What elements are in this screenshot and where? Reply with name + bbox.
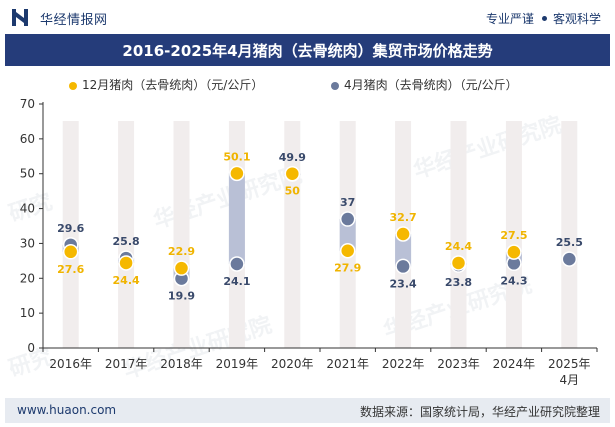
x-tick-label: 4月 — [559, 373, 579, 387]
y-tick-label: 40 — [20, 202, 35, 216]
x-tick-label: 2020年 — [271, 357, 314, 371]
slogan-left: 专业严谨 — [485, 12, 534, 26]
december-point — [506, 244, 522, 260]
december-value-label: 32.7 — [390, 211, 417, 224]
april-value-label: 37 — [340, 196, 355, 209]
april-value-label: 24.3 — [500, 274, 527, 287]
april-value-label: 23.8 — [445, 276, 472, 289]
april-point — [229, 256, 245, 272]
april-value-label: 29.6 — [57, 222, 84, 235]
december-value-label: 50.1 — [223, 150, 250, 163]
april-value-label: 19.9 — [168, 290, 195, 303]
column-background — [561, 121, 578, 348]
december-point — [339, 242, 356, 259]
december-point — [62, 244, 79, 260]
x-tick-label: 2023年 — [437, 357, 480, 371]
april-value-label: 25.5 — [556, 236, 583, 249]
footer: www.huaon.com 数据来源：国家统计局，华经产业研究院整理 — [5, 398, 610, 423]
footer-source: 数据来源：国家统计局，华经产业研究院整理 — [359, 405, 600, 419]
column-background — [173, 121, 190, 348]
april-value-label: 24.1 — [223, 275, 250, 288]
december-value-label: 50 — [285, 185, 301, 198]
legend-item-april: 4月猪肉（去骨统肉）（元/公斤） — [331, 76, 518, 93]
dumbbell-chart: 0 10 20 30 40 50 60 70 2016年 2017年 2018年 2019年 2020年… — [20, 97, 598, 387]
december-point — [395, 226, 411, 242]
dumbbell-connector — [395, 234, 412, 267]
april-point — [395, 258, 411, 275]
december-value-label: 27.6 — [57, 263, 84, 276]
slogan-right: 客观科学 — [552, 12, 601, 26]
title-bar: 2016-2025年4月猪肉（去骨统肉）集贸市场价格走势 — [5, 34, 610, 66]
y-tick-label: 70 — [20, 97, 35, 111]
april-value-label: 25.8 — [113, 235, 140, 248]
y-tick-label: 10 — [20, 306, 35, 320]
slogan: 专业严谨 客观科学 — [486, 10, 601, 27]
footer-url: www.huaon.com — [17, 403, 117, 417]
y-tick-label: 20 — [20, 271, 35, 285]
december-point — [173, 260, 190, 276]
x-tick-label: 2025年 — [548, 357, 591, 371]
slogan-dot-icon — [541, 16, 547, 21]
april-point — [339, 211, 356, 227]
legend: 12月猪肉（去骨统肉）（元/公斤） 4月猪肉（去骨统肉）（元/公斤） — [0, 76, 615, 96]
x-tick-label: 2019年 — [216, 357, 259, 371]
december-point — [450, 255, 467, 271]
december-point — [118, 255, 134, 271]
dumbbell-connector — [228, 173, 245, 264]
april-value-label: 49.9 — [279, 151, 306, 164]
x-tick-label: 2022年 — [382, 357, 425, 371]
legend-dot-april-icon — [331, 81, 339, 90]
december-value-label: 24.4 — [113, 274, 140, 287]
legend-dot-december-icon — [69, 81, 77, 90]
december-value-label: 24.4 — [445, 240, 472, 253]
x-tick-label: 2024年 — [493, 357, 536, 371]
top-bar: 华经情报网 专业严谨 客观科学 — [0, 0, 615, 34]
december-value-label: 22.9 — [168, 245, 195, 258]
brand-name: 华经情报网 — [40, 13, 108, 28]
x-tick-label: 2018年 — [160, 357, 203, 371]
december-value-label: 27.5 — [500, 229, 527, 242]
december-point — [229, 165, 245, 182]
december-point — [284, 165, 301, 182]
april-point — [561, 251, 578, 267]
column-background — [118, 121, 135, 348]
december-value-label: 27.9 — [334, 262, 361, 275]
chart-title: 2016-2025年4月猪肉（去骨统肉）集贸市场价格走势 — [122, 42, 493, 60]
y-tick-label: 50 — [20, 167, 35, 181]
y-tick-label: 0 — [27, 341, 35, 355]
y-tick-label: 30 — [20, 236, 35, 250]
huajing-logo-icon — [12, 9, 28, 26]
column-background — [505, 121, 522, 348]
x-tick-label: 2021年 — [326, 357, 369, 371]
april-value-label: 23.4 — [390, 277, 417, 290]
dumbbell-connector — [339, 219, 356, 251]
x-tick-label: 2016年 — [49, 357, 92, 371]
legend-label-december: 12月猪肉（去骨统肉）（元/公斤） — [82, 78, 264, 92]
column-background — [450, 121, 467, 348]
column-background — [62, 121, 79, 348]
legend-item-december: 12月猪肉（去骨统肉）（元/公斤） — [69, 76, 263, 93]
x-tick-label: 2017年 — [105, 357, 148, 371]
y-tick-label: 60 — [20, 132, 35, 146]
legend-label-april: 4月猪肉（去骨统肉）（元/公斤） — [344, 78, 518, 92]
